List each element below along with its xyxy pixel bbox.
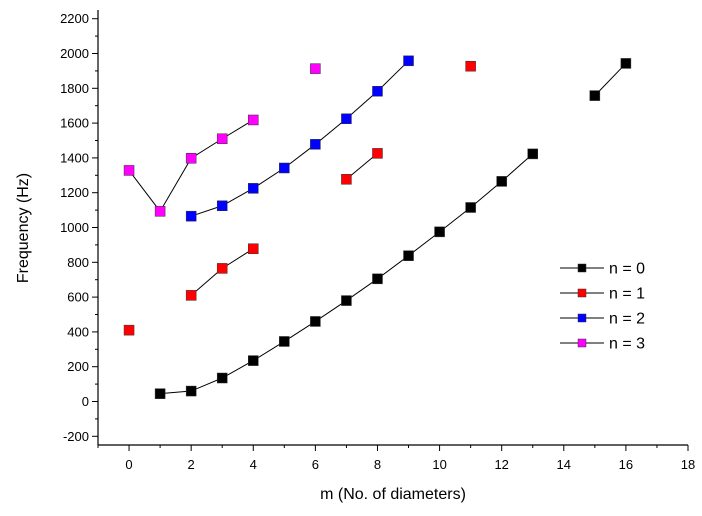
data-point [403, 55, 414, 67]
data-point [310, 139, 321, 150]
y-tick-label: 2000 [60, 46, 89, 61]
y-tick-label: 200 [67, 359, 89, 374]
legend-label: n = 0 [609, 261, 645, 278]
x-tick-label: 2 [188, 457, 195, 472]
data-point [185, 152, 197, 164]
data-point [216, 372, 228, 384]
x-tick-label: 10 [432, 457, 446, 472]
legend-marker [577, 338, 587, 348]
data-point [372, 273, 383, 285]
x-tick-label: 16 [619, 457, 633, 472]
series-line [594, 63, 627, 96]
series-1 [123, 60, 476, 336]
data-point [185, 290, 197, 301]
data-point [496, 176, 507, 187]
axes: 0 2 4 6 8 10 12 14 16 18 -200 0 200 400 600 800 1000 1200… [60, 10, 695, 472]
y-tick-label: 600 [67, 290, 89, 305]
data-point [185, 210, 197, 222]
data-point [372, 86, 383, 97]
data-point [341, 113, 352, 124]
series-2 [185, 55, 414, 222]
data-point [465, 202, 476, 213]
y-tick-label: -200 [63, 429, 89, 444]
y-tick-label: 1400 [60, 150, 89, 165]
data-point [279, 162, 290, 174]
y-tick-label: 1800 [60, 81, 89, 96]
legend-marker [577, 263, 587, 273]
data-point [123, 324, 135, 336]
x-tick-label: 6 [312, 457, 319, 472]
data-point [248, 355, 259, 366]
plot-area [123, 55, 632, 399]
data-point [216, 263, 228, 274]
x-tick-label: 4 [250, 457, 257, 472]
legend-marker [577, 288, 587, 298]
data-point [123, 165, 135, 176]
data-point [216, 200, 228, 211]
y-tick-label: 2200 [60, 11, 89, 26]
data-point [372, 148, 383, 159]
data-point [310, 63, 321, 74]
legend-entry: n = 2 [560, 311, 645, 328]
legend-entry: n = 0 [560, 261, 645, 278]
data-point [341, 174, 352, 185]
y-tick-label: 0 [82, 394, 89, 409]
data-point [465, 60, 476, 72]
legend-label: n = 2 [609, 311, 645, 328]
data-point [341, 295, 352, 306]
data-point [403, 250, 414, 261]
data-point [279, 336, 290, 347]
data-point [154, 388, 166, 399]
series-line [128, 119, 254, 213]
legend-label: n = 1 [609, 286, 645, 303]
data-point [310, 316, 321, 327]
y-tick-label: 1600 [60, 116, 89, 131]
data-point [620, 58, 632, 69]
data-point [248, 183, 259, 194]
legend-entry: n = 3 [560, 336, 645, 353]
x-tick-label: 12 [494, 457, 508, 472]
y-tick-label: 800 [67, 255, 89, 270]
x-tick-label: 0 [125, 457, 132, 472]
x-tick-label: 8 [374, 457, 381, 472]
data-point [154, 206, 166, 217]
series-3 [123, 63, 321, 217]
x-tick-label: 14 [557, 457, 571, 472]
data-point [434, 226, 445, 238]
data-point [527, 148, 538, 160]
x-tick-label: 18 [681, 457, 695, 472]
y-tick-label: 1000 [60, 220, 89, 235]
series-0 [154, 58, 632, 399]
data-point [248, 243, 259, 254]
data-point [248, 114, 259, 126]
data-point [589, 90, 601, 101]
x-axis-title: m (No. of diameters) [320, 486, 466, 503]
y-tick-label: 400 [67, 324, 89, 339]
y-tick-label: 1200 [60, 185, 89, 200]
legend: n = 0 n = 1 n = 2 n = 3 [560, 261, 645, 353]
data-point [216, 133, 228, 145]
legend-marker [577, 313, 587, 323]
legend-label: n = 3 [609, 336, 645, 353]
y-axis-title: Frequency (Hz) [15, 173, 32, 283]
legend-entry: n = 1 [560, 286, 645, 303]
data-point [185, 385, 197, 397]
